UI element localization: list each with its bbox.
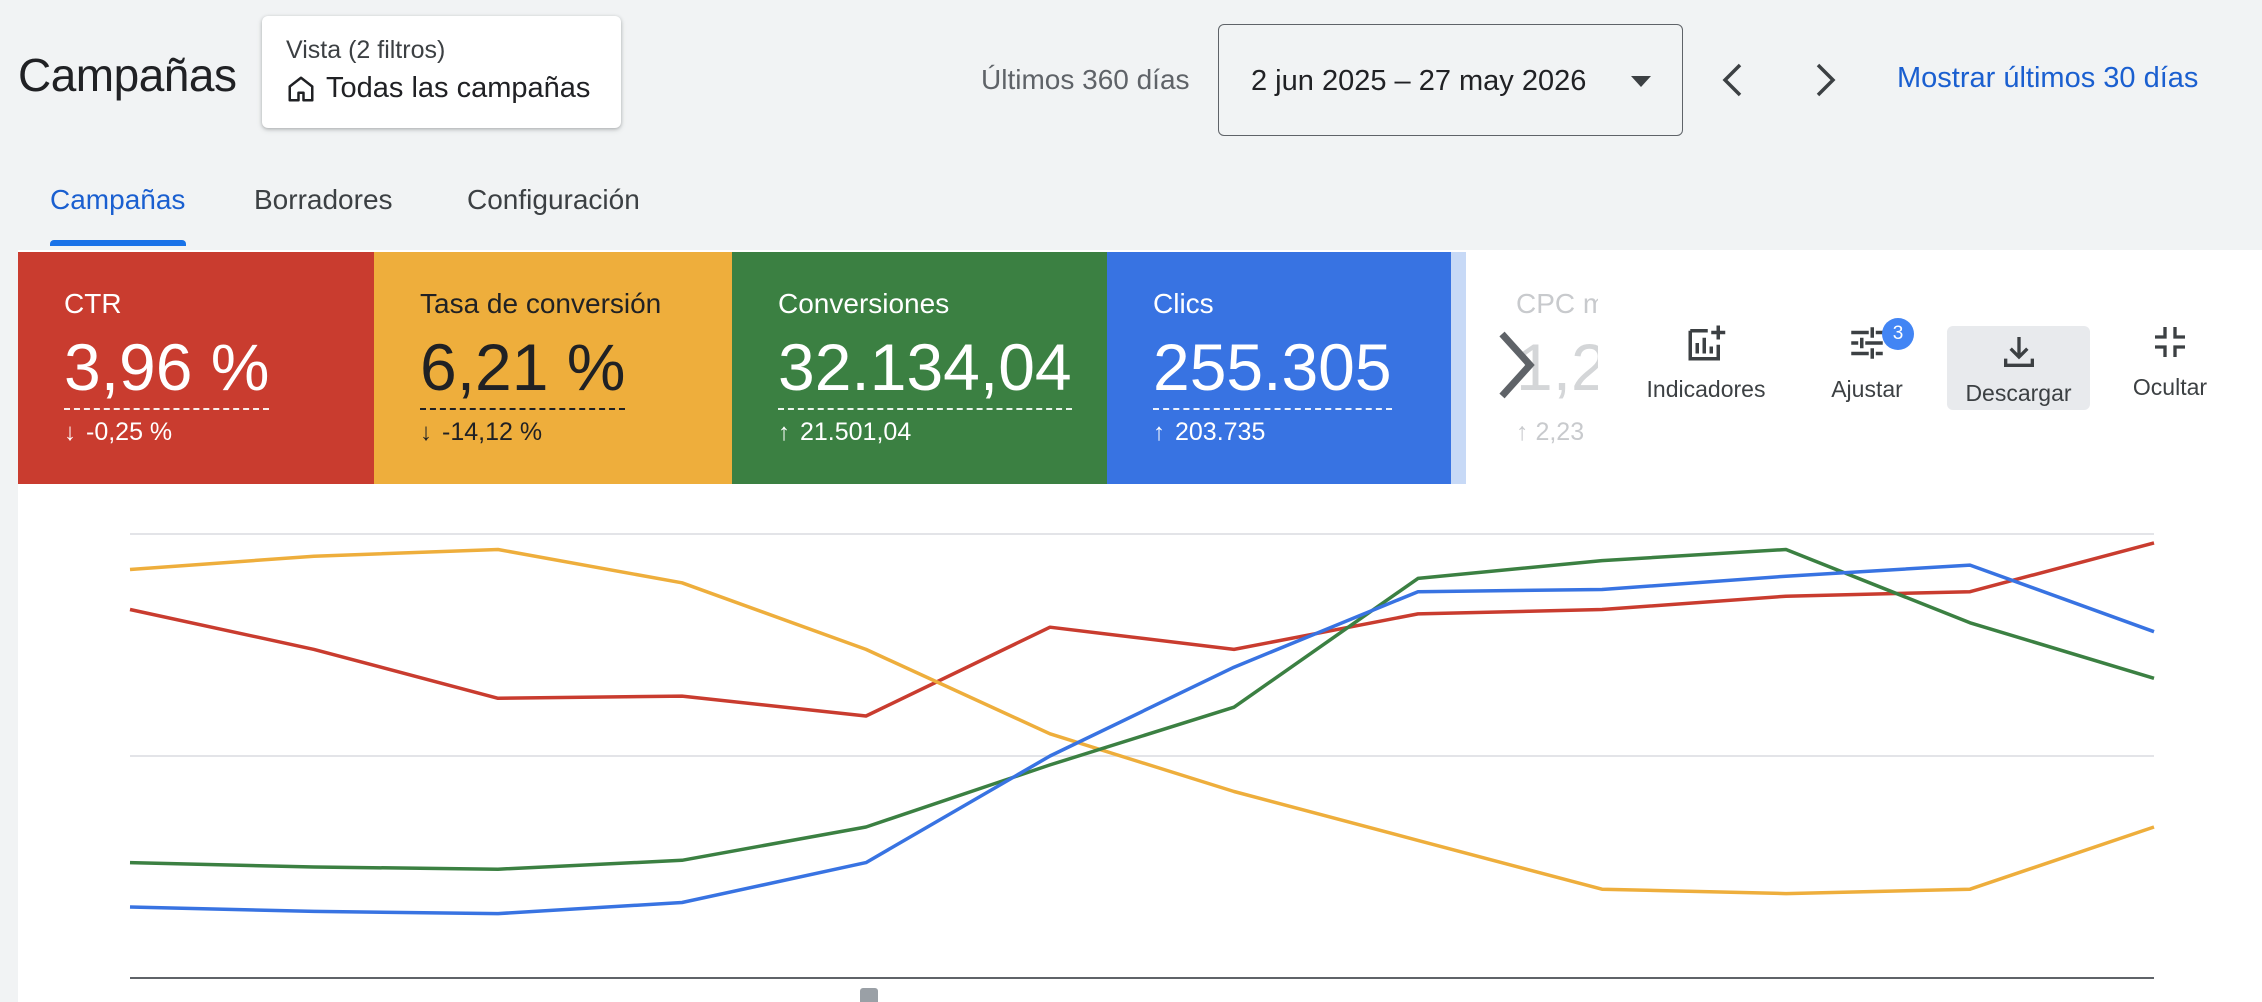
date-range-label: Últimos 360 días xyxy=(981,64,1190,95)
chevron-right-icon xyxy=(1499,331,1535,399)
chart-series-line-1[interactable] xyxy=(129,547,2155,896)
metric-value: 3,96 % xyxy=(64,330,270,410)
indicators-button[interactable]: Indicadores xyxy=(1636,322,1776,412)
metric-delta-value: 203.735 xyxy=(1175,418,1266,446)
chart-series-line-0[interactable] xyxy=(129,541,2155,718)
tool-label: Indicadores xyxy=(1646,376,1766,402)
next-period-button[interactable] xyxy=(1798,52,1854,108)
chevron-right-icon xyxy=(1816,63,1836,97)
date-range-value: 2 jun 2025 – 27 may 2026 xyxy=(1251,65,1587,97)
chart-series-line-3[interactable] xyxy=(129,563,2155,916)
download-icon xyxy=(2003,337,2034,367)
arrow-up-icon: ↑ xyxy=(778,418,790,446)
tab-drafts[interactable]: Borradores xyxy=(254,184,393,215)
collapse-icon xyxy=(2155,327,2185,357)
tune-icon xyxy=(1851,327,1883,359)
adjust-count-badge: 3 xyxy=(1882,318,1914,350)
metric-label: CTR xyxy=(64,288,122,319)
download-button[interactable]: Descargar xyxy=(1947,326,2090,410)
active-tab-indicator xyxy=(50,240,186,246)
metric-delta: ↓ -0,25 % xyxy=(64,418,172,447)
chevron-down-icon xyxy=(1631,76,1651,87)
metric-value: 6,21 % xyxy=(420,330,626,410)
metric-label: Tasa de conversión xyxy=(420,288,662,319)
tab-campaigns[interactable]: Campañas xyxy=(50,184,186,215)
show-last-30-days-link[interactable]: Mostrar últimos 30 días xyxy=(1897,62,2199,94)
metric-delta: ↑ 21.501,04 xyxy=(778,418,911,447)
metric-label: CPC m xyxy=(1516,288,1598,319)
tab-settings[interactable]: Configuración xyxy=(467,184,640,215)
metric-delta-value: -0,25 % xyxy=(86,418,173,446)
view-selector[interactable]: Vista (2 filtros) Todas las campañas xyxy=(262,16,621,128)
home-icon xyxy=(288,76,314,101)
metric-delta: ↑ 2,23 xyxy=(1516,418,1585,446)
tool-label: Ocultar xyxy=(2132,374,2208,400)
arrow-down-icon: ↓ xyxy=(420,418,432,446)
metric-value: 255.305 xyxy=(1153,330,1392,410)
arrow-up-icon: ↑ xyxy=(1153,418,1165,446)
tool-label: Ajustar xyxy=(1831,376,1903,402)
view-value: Todas las campañas xyxy=(326,72,591,104)
metric-label: Conversiones xyxy=(778,288,950,319)
view-label: Vista (2 filtros) xyxy=(286,36,446,64)
chart-series-line-2[interactable] xyxy=(129,547,2155,871)
metric-delta-value: -14,12 % xyxy=(442,418,543,446)
page-title: Campañas xyxy=(18,49,237,101)
metric-label: Clics xyxy=(1153,288,1214,319)
metric-card-conversion-rate[interactable]: Tasa de conversión 6,21 % ↓ -14,12 % xyxy=(374,252,732,484)
metric-delta-value: 21.501,04 xyxy=(800,418,912,446)
metric-card-edge xyxy=(1451,252,1466,484)
metric-delta: ↓ -14,12 % xyxy=(420,418,542,447)
metric-card-ctr[interactable]: CTR 3,96 % ↓ -0,25 % xyxy=(18,252,374,484)
metric-delta: ↑ 203.735 xyxy=(1153,418,1265,447)
previous-period-button[interactable] xyxy=(1704,52,1760,108)
chart-resize-handle[interactable] xyxy=(860,988,878,1002)
chevron-left-icon xyxy=(1722,63,1742,97)
performance-chart xyxy=(129,533,2155,979)
metric-value: 32.134,04 xyxy=(778,330,1072,410)
tool-label: Descargar xyxy=(1965,380,2072,406)
next-metrics-button[interactable] xyxy=(1496,330,1536,405)
arrow-down-icon: ↓ xyxy=(64,418,76,446)
metric-card-clicks[interactable]: Clics 255.305 ↑ 203.735 xyxy=(1107,252,1451,484)
adjust-button[interactable]: Ajustar xyxy=(1810,322,1924,412)
metric-card-conversions[interactable]: Conversiones 32.134,04 ↑ 21.501,04 xyxy=(732,252,1107,484)
hide-button[interactable]: Ocultar xyxy=(2120,322,2220,412)
add-chart-icon xyxy=(1688,325,1726,361)
date-range-dropdown[interactable]: 2 jun 2025 – 27 may 2026 xyxy=(1218,24,1683,136)
